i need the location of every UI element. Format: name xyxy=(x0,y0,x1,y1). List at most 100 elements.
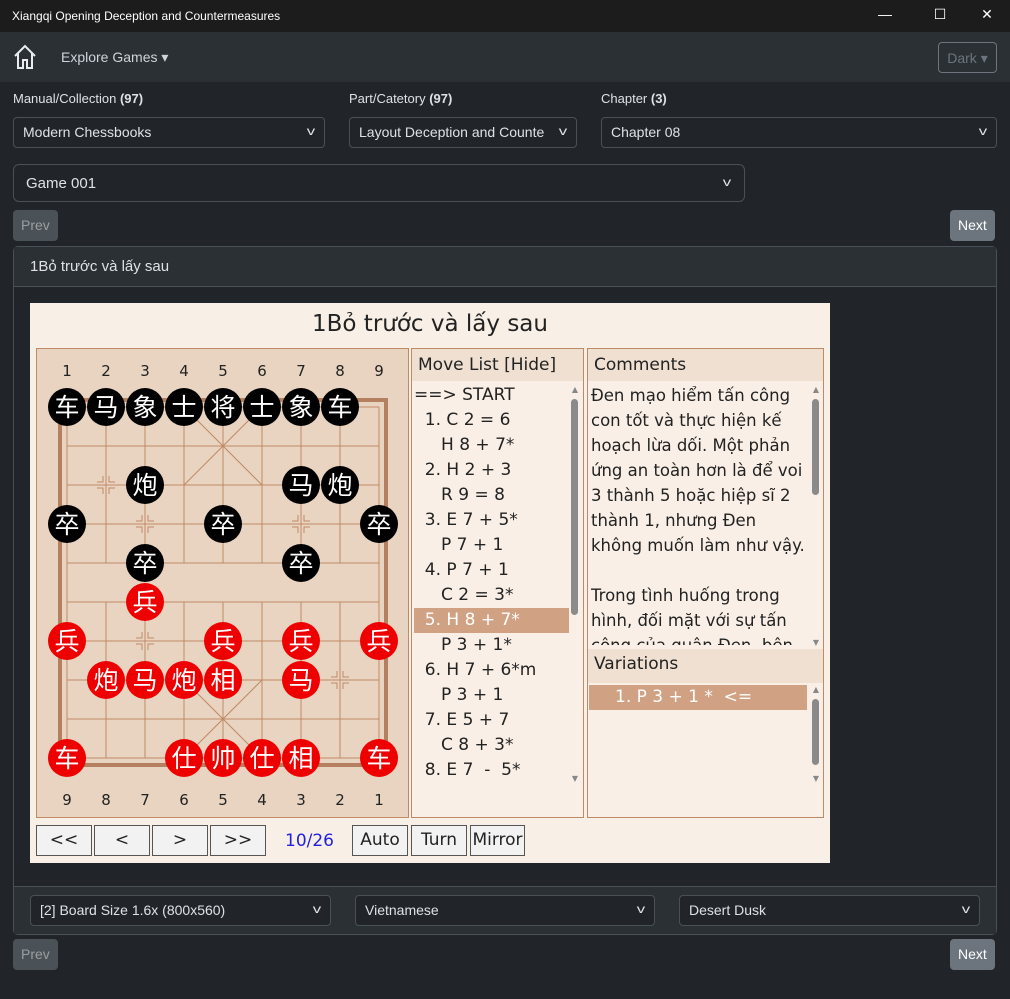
move-item[interactable]: P 3 + 1 xyxy=(414,685,504,705)
piece-red[interactable]: 兵 xyxy=(282,622,320,660)
piece-red[interactable]: 兵 xyxy=(48,622,86,660)
board-size-select[interactable]: [2] Board Size 1.6x (800x560) v xyxy=(30,895,331,926)
chapter-select[interactable]: Chapter 08 v xyxy=(601,117,997,148)
move-item[interactable]: R 9 = 8 xyxy=(414,485,505,505)
minimize-button[interactable]: — xyxy=(878,6,892,22)
prev-button-top[interactable]: Prev xyxy=(13,210,58,241)
move-item[interactable]: 1. C 2 = 6 xyxy=(414,410,511,430)
piece-red[interactable]: 兵 xyxy=(360,622,398,660)
piece-black[interactable]: 将 xyxy=(204,388,242,426)
last-move-button[interactable]: >> xyxy=(210,825,266,856)
piece-black[interactable]: 炮 xyxy=(321,466,359,504)
scroll-up-icon[interactable]: ▲ xyxy=(812,685,820,694)
piece-red[interactable]: 兵 xyxy=(204,622,242,660)
piece-black[interactable]: 车 xyxy=(321,388,359,426)
move-item[interactable]: P 3 + 1* xyxy=(414,635,512,655)
piece-red[interactable]: 帅 xyxy=(204,739,242,777)
prev-move-button[interactable]: < xyxy=(94,825,150,856)
turn-button[interactable]: Turn xyxy=(411,825,467,856)
piece-black[interactable]: 卒 xyxy=(48,505,86,543)
position-marker xyxy=(97,487,104,494)
piece-black[interactable]: 炮 xyxy=(126,466,164,504)
auto-button[interactable]: Auto xyxy=(352,825,408,856)
move-item[interactable]: C 2 = 3* xyxy=(414,585,514,605)
next-button-bottom[interactable]: Next xyxy=(950,939,995,970)
mirror-button[interactable]: Mirror xyxy=(470,825,525,856)
maximize-button[interactable]: ☐ xyxy=(933,6,947,22)
comments-scrollbar[interactable]: ▲ ▼ xyxy=(811,385,821,647)
game-select[interactable]: Game 001 v xyxy=(13,164,745,202)
variations-scrollbar[interactable]: ▲ ▼ xyxy=(811,685,821,783)
piece-red[interactable]: 车 xyxy=(360,739,398,777)
scroll-up-icon[interactable]: ▲ xyxy=(812,385,820,394)
piece-black[interactable]: 士 xyxy=(165,388,203,426)
piece-black[interactable]: 士 xyxy=(243,388,281,426)
piece-red[interactable]: 兵 xyxy=(126,583,164,621)
piece-label: 马 xyxy=(288,666,313,695)
prev-button-bottom[interactable]: Prev xyxy=(13,939,58,970)
next-button-top[interactable]: Next xyxy=(950,210,995,241)
piece-label: 士 xyxy=(171,393,196,422)
piece-red[interactable]: 马 xyxy=(282,661,320,699)
move-list-scrollbar[interactable]: ▲ ▼ xyxy=(570,385,580,783)
move-item[interactable]: C 8 + 3* xyxy=(414,735,514,755)
explore-games-menu[interactable]: Explore Games ▾ xyxy=(61,49,169,65)
chevron-down-icon: v xyxy=(636,902,646,916)
language-select[interactable]: Vietnamese v xyxy=(355,895,655,926)
move-item[interactable]: 5. H 8 + 7* xyxy=(414,608,569,633)
first-move-button[interactable]: << xyxy=(36,825,92,856)
next-move-button[interactable]: > xyxy=(152,825,208,856)
theme-dropdown[interactable]: Dark ▾ xyxy=(938,42,997,73)
piece-red[interactable]: 仕 xyxy=(243,739,281,777)
move-item[interactable]: H 8 + 7* xyxy=(414,435,515,455)
piece-red[interactable]: 马 xyxy=(126,661,164,699)
piece-black[interactable]: 卒 xyxy=(282,544,320,582)
file-number: 3 xyxy=(296,791,306,809)
move-item[interactable]: 2. H 2 + 3 xyxy=(414,460,512,480)
move-item[interactable]: 8. E 7 - 5* xyxy=(414,760,521,780)
piece-red[interactable]: 相 xyxy=(204,661,242,699)
scroll-down-icon[interactable]: ▼ xyxy=(812,638,820,647)
move-list-header[interactable]: Move List [Hide] xyxy=(412,349,583,381)
position-marker xyxy=(136,515,143,522)
piece-red[interactable]: 相 xyxy=(282,739,320,777)
language-value: Vietnamese xyxy=(365,902,439,918)
piece-red[interactable]: 炮 xyxy=(87,661,125,699)
close-button[interactable]: ✕ xyxy=(981,6,993,22)
move-item[interactable]: P 7 + 1 xyxy=(414,535,504,555)
piece-black[interactable]: 象 xyxy=(282,388,320,426)
piece-black[interactable]: 车 xyxy=(48,388,86,426)
piece-label: 兵 xyxy=(210,627,235,656)
piece-label: 炮 xyxy=(171,666,196,695)
move-item[interactable]: 3. E 7 + 5* xyxy=(414,510,518,530)
piece-black[interactable]: 卒 xyxy=(126,544,164,582)
piece-label: 马 xyxy=(93,393,118,422)
piece-label: 士 xyxy=(249,393,274,422)
scroll-down-icon[interactable]: ▼ xyxy=(812,774,820,783)
move-item[interactable]: 6. H 7 + 6*m xyxy=(414,660,537,680)
piece-black[interactable]: 马 xyxy=(282,466,320,504)
home-icon[interactable] xyxy=(13,44,37,70)
move-item[interactable]: 7. E 5 + 7 xyxy=(414,710,510,730)
piece-black[interactable]: 卒 xyxy=(204,505,242,543)
game-value: Game 001 xyxy=(26,175,97,192)
scroll-up-icon[interactable]: ▲ xyxy=(571,385,579,394)
piece-red[interactable]: 仕 xyxy=(165,739,203,777)
move-item[interactable]: ==> START xyxy=(414,385,515,405)
comments-header: Comments xyxy=(588,349,823,381)
part-select[interactable]: Layout Deception and Counte v xyxy=(349,117,577,148)
manual-select[interactable]: Modern Chessbooks v xyxy=(13,117,325,148)
piece-red[interactable]: 车 xyxy=(48,739,86,777)
variation-item[interactable]: 1. P 3 + 1 * <= xyxy=(589,685,807,710)
piece-red[interactable]: 炮 xyxy=(165,661,203,699)
board-theme-select[interactable]: Desert Dusk v xyxy=(679,895,980,926)
piece-black[interactable]: 象 xyxy=(126,388,164,426)
position-marker xyxy=(147,643,154,650)
xiangqi-board[interactable]: 车马象士将士象车炮马炮卒卒卒卒 卒兵兵兵兵兵炮马炮相马车仕帅仕相车 xyxy=(37,349,408,817)
piece-black[interactable]: 卒 xyxy=(360,505,398,543)
piece-label: 车 xyxy=(54,393,79,422)
file-number: 6 xyxy=(257,362,267,380)
piece-black[interactable]: 马 xyxy=(87,388,125,426)
scroll-down-icon[interactable]: ▼ xyxy=(571,774,579,783)
move-item[interactable]: 4. P 7 + 1 xyxy=(414,560,509,580)
